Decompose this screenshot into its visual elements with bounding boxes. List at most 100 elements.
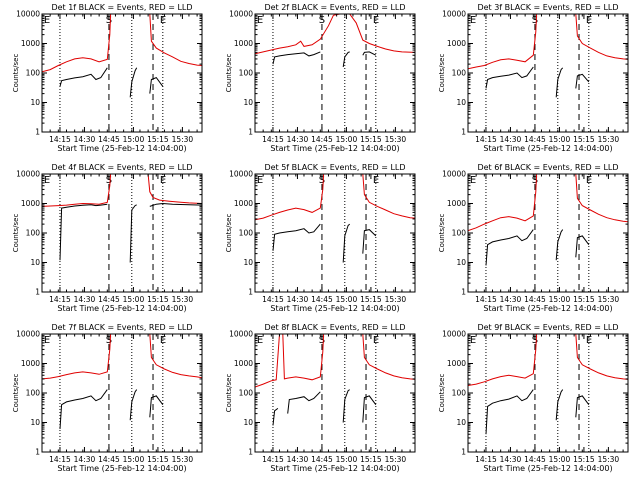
x-tick-label: 14:15 — [262, 455, 284, 464]
end-marker-left: E — [257, 175, 263, 186]
y-tick-label: 1 — [248, 448, 253, 457]
y-tick-label: 100 — [239, 389, 254, 398]
x-tick-label: 14:30 — [500, 455, 522, 464]
y-tick-label: 100 — [26, 389, 41, 398]
x-tick-label: 15:00 — [123, 455, 145, 464]
lld-line — [255, 334, 280, 388]
y-axis-label: Counts/sec — [12, 54, 20, 93]
events-line — [59, 67, 108, 87]
x-tick-label: 15:15 — [573, 455, 595, 464]
y-tick-label: 1000 — [447, 359, 466, 368]
x-tick-label: 15:00 — [549, 295, 571, 304]
chart-panel-7: Det 7f BLACK = Events, RED = LLD S E E 1 10 10… — [12, 323, 203, 473]
chart-panel-4: Det 4f BLACK = Events, RED = LLD S E E 1 10 10… — [12, 163, 203, 313]
y-tick-label: 1 — [248, 128, 253, 137]
y-tick-label: 10 — [30, 98, 40, 107]
lld-line — [468, 14, 538, 70]
x-axis-label: Start Time (25-Feb-12 14:04:00) — [57, 304, 186, 313]
chart-panel-2: Det 2f BLACK = Events, RED = LLD S E E 1 10 10… — [225, 3, 416, 153]
plot-frame — [467, 13, 629, 133]
start-marker: S — [319, 175, 325, 186]
y-axis-label: Counts/sec — [12, 214, 20, 253]
y-axis-label: Counts/sec — [225, 54, 233, 93]
chart-panel-6: Det 6f BLACK = Events, RED = LLD S E E 1 10 10… — [438, 163, 629, 313]
y-tick-label: 1 — [461, 448, 466, 457]
x-axis-label: Start Time (25-Feb-12 14:04:00) — [57, 464, 186, 473]
chart-title: Det 3f BLACK = Events, RED = LLD — [477, 3, 618, 12]
y-tick-label: 1 — [35, 128, 40, 137]
end-marker: E — [586, 335, 592, 346]
y-axis-label: Counts/sec — [225, 214, 233, 253]
end-marker: E — [586, 15, 592, 26]
start-marker: S — [532, 175, 538, 186]
chart-title: Det 4f BLACK = Events, RED = LLD — [51, 163, 192, 172]
chart-panel-1: Det 1f BLACK = Events, RED = LLD S E E 1 10 10… — [12, 3, 203, 153]
plot-frame — [41, 333, 203, 453]
y-tick-label: 1000 — [447, 199, 466, 208]
y-tick-label: 100 — [452, 69, 467, 78]
x-tick-label: 15:00 — [123, 135, 145, 144]
end-marker-left: E — [257, 335, 263, 346]
x-axis-label: Start Time (25-Feb-12 14:04:00) — [483, 144, 612, 153]
lld-line — [255, 174, 325, 221]
x-tick-label: 15:00 — [123, 295, 145, 304]
end-marker: E — [160, 335, 166, 346]
y-tick-label: 1000 — [21, 359, 40, 368]
lld-line — [42, 174, 112, 207]
y-axis-label: Counts/sec — [438, 214, 446, 253]
y-tick-label: 1 — [35, 288, 40, 297]
chart-panel-8: Det 8f BLACK = Events, RED = LLD S E E 1 10 10… — [225, 323, 416, 473]
x-tick-label: 15:30 — [385, 455, 407, 464]
lld-line — [575, 174, 628, 223]
x-tick-label: 15:30 — [385, 135, 407, 144]
events-line — [485, 229, 534, 266]
lld-line — [42, 334, 112, 380]
y-tick-label: 10 — [456, 98, 466, 107]
x-tick-label: 15:00 — [549, 455, 571, 464]
x-tick-label: 14:45 — [311, 455, 333, 464]
lld-line — [468, 334, 538, 386]
x-tick-label: 15:00 — [336, 135, 358, 144]
end-marker-left: E — [44, 15, 50, 26]
lld-line — [255, 14, 340, 55]
x-axis-label: Start Time (25-Feb-12 14:04:00) — [483, 464, 612, 473]
plot-frame — [254, 13, 416, 133]
chart-title: Det 7f BLACK = Events, RED = LLD — [51, 323, 192, 332]
y-tick-label: 10000 — [229, 170, 253, 179]
y-tick-label: 1 — [461, 128, 466, 137]
chart-title: Det 5f BLACK = Events, RED = LLD — [264, 163, 405, 172]
x-tick-label: 15:15 — [573, 135, 595, 144]
x-tick-label: 15:15 — [360, 295, 382, 304]
end-marker-left: E — [44, 175, 50, 186]
y-tick-label: 10000 — [229, 10, 253, 19]
end-marker: E — [373, 335, 379, 346]
y-tick-label: 10000 — [16, 170, 40, 179]
y-tick-label: 10 — [456, 418, 466, 427]
x-tick-label: 15:30 — [172, 455, 194, 464]
start-marker: S — [532, 15, 538, 26]
events-line — [362, 395, 377, 423]
y-tick-label: 1 — [461, 288, 466, 297]
x-tick-label: 14:30 — [74, 295, 96, 304]
x-axis-label: Start Time (25-Feb-12 14:04:00) — [57, 144, 186, 153]
y-tick-label: 1000 — [234, 359, 253, 368]
x-tick-label: 15:00 — [549, 135, 571, 144]
events-line — [272, 223, 321, 251]
events-line — [555, 389, 564, 421]
x-axis-label: Start Time (25-Feb-12 14:04:00) — [270, 464, 399, 473]
end-marker-left: E — [470, 335, 476, 346]
events-line — [485, 389, 534, 435]
y-tick-label: 10 — [30, 418, 40, 427]
x-tick-label: 14:45 — [98, 135, 120, 144]
x-axis-label: Start Time (25-Feb-12 14:04:00) — [483, 304, 612, 313]
events-line — [59, 203, 108, 261]
chart-panel-3: Det 3f BLACK = Events, RED = LLD S E E 1 10 10… — [438, 3, 629, 153]
x-tick-label: 15:30 — [172, 295, 194, 304]
x-tick-label: 15:30 — [385, 295, 407, 304]
end-marker-left: E — [257, 15, 263, 26]
events-line — [272, 407, 279, 426]
x-tick-label: 15:30 — [172, 135, 194, 144]
events-line — [342, 389, 350, 423]
plot-frame — [467, 173, 629, 293]
x-axis-label: Start Time (25-Feb-12 14:04:00) — [270, 304, 399, 313]
